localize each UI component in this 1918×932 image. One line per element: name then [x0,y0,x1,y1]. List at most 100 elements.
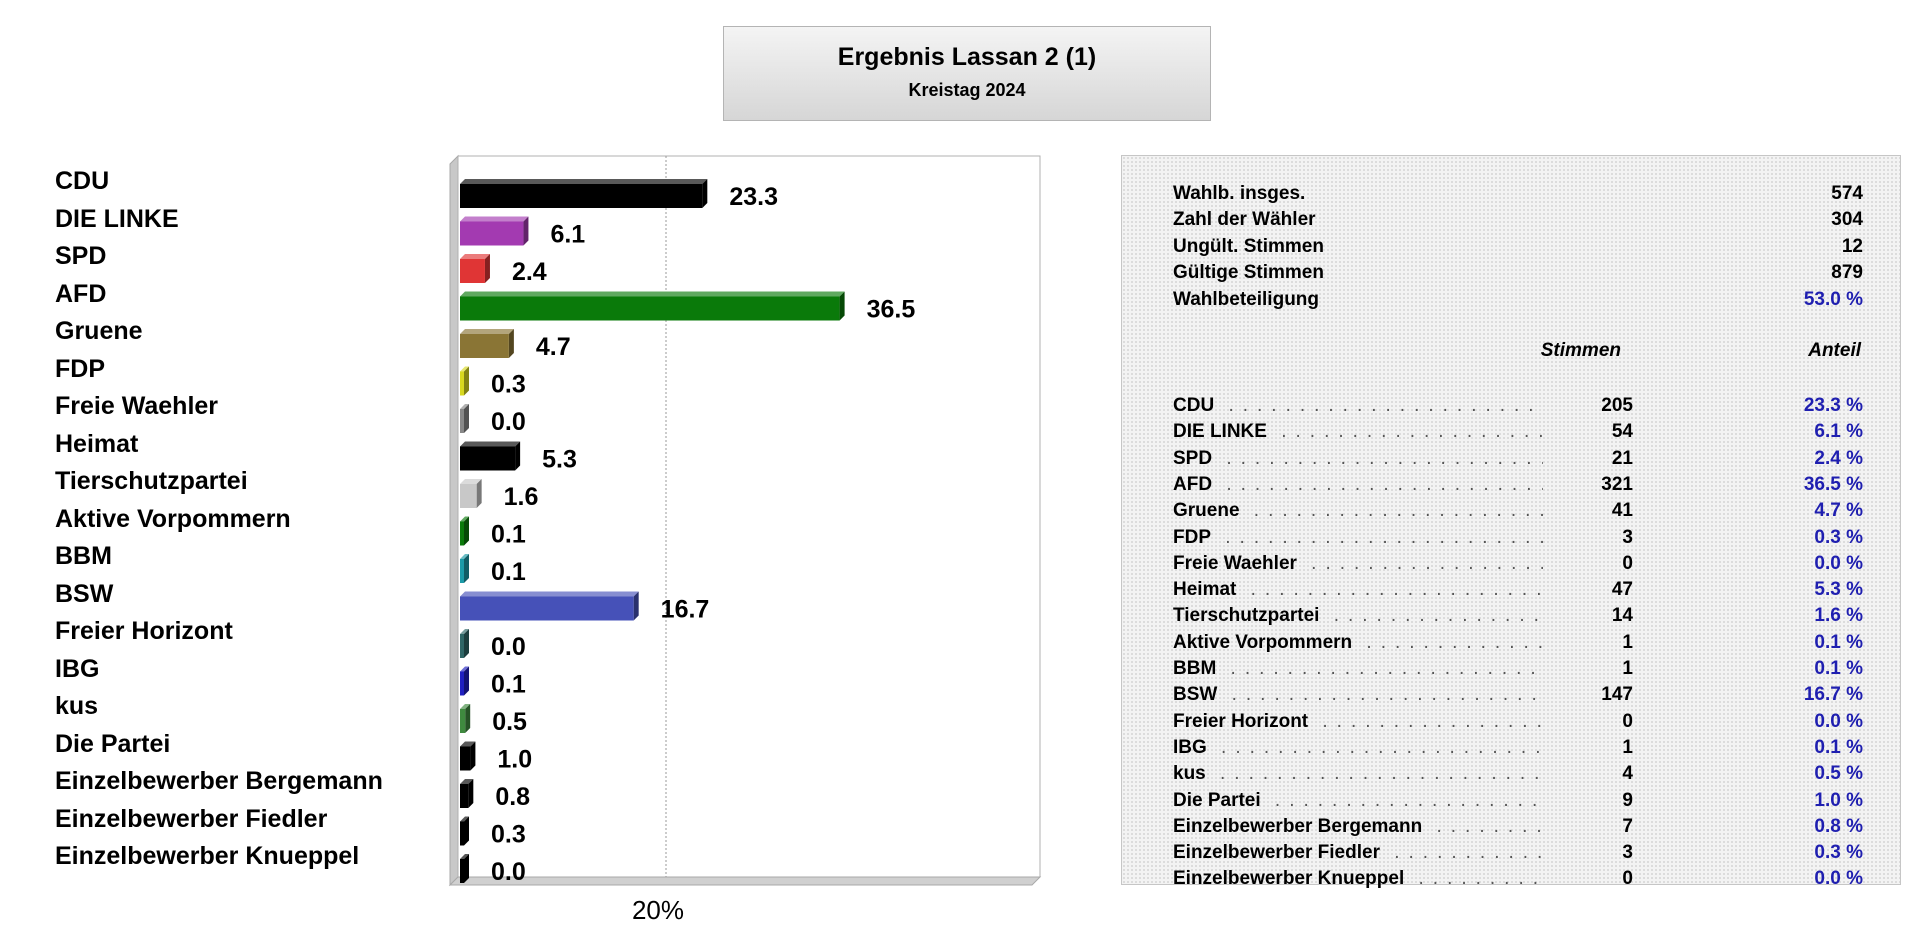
bar-value-label: 1.6 [504,483,539,511]
bar [460,741,476,771]
bar-top [460,554,469,559]
results-share: 6.1 % [1814,421,1863,443]
column-header-votes: Stimmen [1540,340,1621,361]
dot-leader: .............................. [1281,421,1543,443]
results-row: Einzelbewerber Fiedler .................… [1173,840,1863,866]
results-row: Gruene .............................. 41 4… [1173,498,1863,524]
summary-value: 574 [1831,183,1863,204]
bar-value-label: 2.4 [512,258,547,286]
bar-front [460,184,703,208]
results-row: FDP .............................. 3 0.3 % [1173,525,1863,551]
results-votes: 1 [1622,736,1633,758]
dot-leader: .............................. [1220,763,1543,785]
results-votes: 321 [1601,473,1633,495]
bar-front [460,221,524,246]
bar-value-label: 0.0 [491,858,526,886]
summary-value: 879 [1831,262,1863,284]
results-party-text: Die Partei [1173,789,1261,811]
bar-value-label: 0.0 [491,408,526,436]
bar-front [460,634,464,658]
results-party-text: DIE LINKE [1173,421,1267,443]
summary-row: Wahlbeteiligung 53.0 % [1173,287,1863,313]
bar-top [460,479,482,484]
bar-front [460,559,464,583]
summary-value: 53.0 % [1803,288,1863,310]
dot-leader: .............................. [1226,473,1543,495]
bar-side [839,291,845,321]
bar-value-label: 6.1 [550,221,585,249]
bar-top [460,854,469,859]
bar-side [523,216,529,246]
results-votes: 147 [1601,684,1633,706]
results-party-name: Freie Waehler ..........................… [1173,551,1543,577]
results-party-text: Einzelbewerber Knueppel [1173,868,1405,890]
bar-value-label: 0.8 [495,783,530,811]
bar-side [464,666,469,696]
bar-front [460,409,464,433]
bar-value-label: 0.3 [491,371,526,399]
results-votes: 41 [1611,500,1633,522]
bar-top [460,704,471,709]
bar-top [460,591,639,597]
dot-leader: .............................. [1250,579,1543,601]
bar-side [508,329,514,358]
results-share: 0.1 % [1814,631,1863,653]
party-label: Gruene [55,317,143,345]
party-label: Einzelbewerber Bergemann [55,767,383,795]
results-party-name: Einzelbewerber Fiedler .................… [1173,840,1543,866]
results-row: Freier Horizont ........................… [1173,709,1863,735]
chart-subtitle: Kreistag 2024 [908,80,1026,100]
party-label: DIE LINKE [55,204,179,233]
bar [460,441,521,471]
bar [460,404,469,433]
results-share: 0.1 % [1814,658,1863,679]
bar-side [633,591,639,621]
bar-value-label: 0.5 [492,708,527,736]
bar-side [465,704,471,733]
bar-value-label: 0.1 [491,521,526,549]
bar-side [702,179,708,208]
results-votes: 1 [1622,658,1633,679]
results-row: Freie Waehler ..........................… [1173,551,1863,577]
bar-value-label: 16.7 [661,596,710,624]
bar [460,479,482,508]
party-label: BBM [55,542,112,570]
bar-front [460,709,466,733]
results-row: Einzelbewerber Knueppel ................… [1173,866,1863,892]
party-label: Die Partei [55,729,171,758]
results-row: DIE LINKE ..............................… [1173,419,1863,445]
bar-top [460,816,469,822]
summary-row: Zahl der Wähler 304 [1173,207,1863,233]
bar [460,704,471,733]
results-party-text: Einzelbewerber Bergemann [1173,815,1423,837]
bar-front [460,596,634,621]
results-row: BBM .............................. 1 0.1 % [1173,656,1863,682]
dot-leader: .............................. [1436,815,1543,837]
bar-top [460,404,469,409]
results-share: 1.0 % [1814,789,1863,811]
bar-side [470,741,476,771]
results-party-name: Einzelbewerber Knueppel ................… [1173,866,1543,892]
bar-side [464,854,469,883]
results-votes: 1 [1622,631,1633,653]
bar-value-label: 0.1 [491,671,526,699]
dot-leader: .............................. [1221,736,1543,758]
party-label: CDU [55,167,110,195]
bar-side [464,366,469,396]
results-party-text: FDP [1173,526,1211,548]
results-party-text: AFD [1173,473,1213,495]
chart-floor [448,876,1042,886]
results-share: 2.4 % [1814,447,1863,469]
results-share: 0.1 % [1814,736,1863,758]
results-party-name: SPD .............................. [1173,446,1543,472]
results-party-name: kus .............................. [1173,761,1543,787]
results-party-name: Einzelbewerber Bergemann ...............… [1173,814,1543,840]
results-party-text: Freier Horizont [1173,710,1309,732]
bar-value-label: 4.7 [536,333,571,361]
results-row: IBG .............................. 1 0.1 % [1173,735,1863,761]
results-party-text: Freie Waehler [1173,552,1297,574]
bar [460,291,845,321]
results-share: 0.0 % [1814,868,1863,890]
results-party-text: Einzelbewerber Fiedler [1173,842,1380,864]
results-party-name: BSW .............................. [1173,682,1543,708]
